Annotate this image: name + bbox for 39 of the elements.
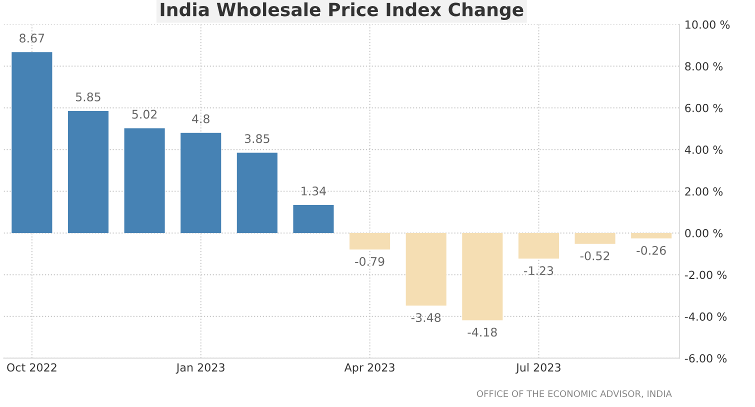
x-tick-label: Apr 2023 bbox=[344, 363, 394, 374]
y-tick-label: -6.00 % bbox=[684, 354, 727, 363]
data-label: 5.85 bbox=[76, 92, 100, 102]
x-tick-label: Jan 2023 bbox=[176, 363, 224, 374]
bar bbox=[574, 233, 616, 244]
bar bbox=[518, 233, 559, 259]
y-tick-label: -2.00 % bbox=[684, 270, 727, 280]
bar bbox=[124, 128, 165, 234]
bar bbox=[180, 132, 222, 234]
y-tick-label: 8.00 % bbox=[685, 62, 723, 71]
y-tick-label: 10.00 % bbox=[686, 20, 730, 29]
chart-title: India Wholesale Price Index Change bbox=[160, 2, 524, 20]
data-label: 8.67 bbox=[20, 34, 44, 43]
data-label: -4.18 bbox=[468, 328, 497, 337]
bar bbox=[350, 233, 390, 250]
bar bbox=[462, 233, 503, 320]
data-label: 1.34 bbox=[302, 186, 326, 196]
y-tick-label: 4.00 % bbox=[684, 146, 723, 154]
y-tick-label: 6.00 % bbox=[685, 104, 723, 112]
bar bbox=[293, 205, 334, 234]
data-label: -3.48 bbox=[411, 313, 441, 322]
text: OFFICE OF THE ECONOMIC ADVISOR, INDIA bbox=[476, 390, 672, 398]
data-label: 5.02 bbox=[132, 110, 157, 119]
data-label: -1.23 bbox=[524, 266, 554, 276]
y-tick-label: 0.00 % bbox=[685, 228, 723, 238]
data-label: 4.8 bbox=[192, 114, 210, 124]
data-label: -0.26 bbox=[636, 246, 666, 255]
x-tick-label: Jul 2023 bbox=[516, 363, 560, 374]
x-tick-label: Oct 2022 bbox=[7, 363, 56, 372]
y-tick-label: 2.00 % bbox=[685, 187, 723, 196]
y-tick-label: -4.00 % bbox=[684, 312, 727, 321]
bar bbox=[236, 152, 278, 234]
bar bbox=[631, 233, 672, 238]
data-label: 3.85 bbox=[244, 134, 270, 144]
bar bbox=[12, 52, 52, 234]
data-label: -0.79 bbox=[355, 256, 384, 266]
data-label: -0.52 bbox=[580, 251, 610, 260]
bar bbox=[68, 110, 109, 234]
bar bbox=[406, 233, 446, 306]
